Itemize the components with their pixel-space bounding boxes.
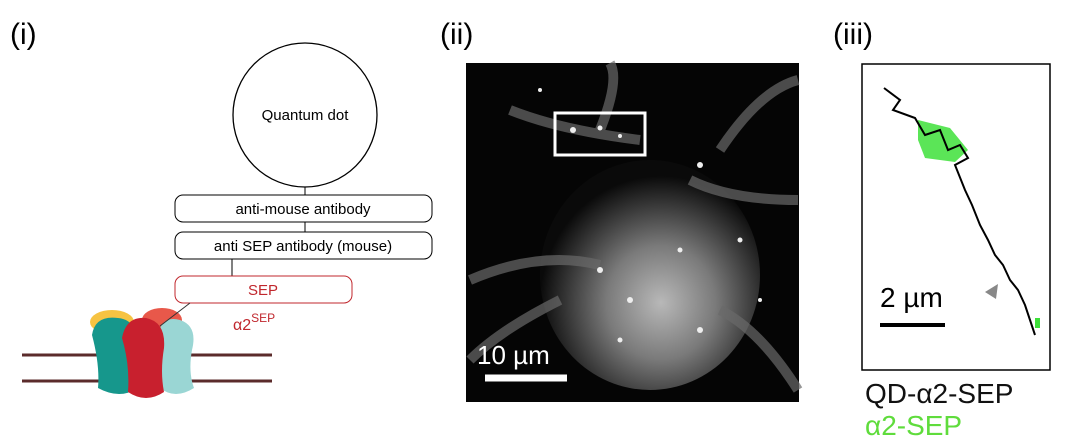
legend-entry: α2-SEP	[865, 410, 962, 439]
box-label: anti-mouse antibody	[235, 201, 371, 218]
panel-label: (iii)	[833, 18, 873, 51]
construct-diagram: Quantum dot anti-mouse antibody anti SEP…	[22, 43, 432, 398]
box-label: anti SEP antibody (mouse)	[214, 238, 392, 255]
subunit	[122, 318, 164, 398]
scale-bar-label: 2 µm	[880, 282, 943, 313]
panel-label: (i)	[10, 18, 37, 51]
receptor-tag: SEP	[251, 311, 275, 325]
fluorescence	[1035, 318, 1040, 328]
subunit	[158, 319, 194, 394]
trajectory-panel: 2 µm QD-α2-SEP α2-SEP	[862, 64, 1050, 439]
scale-bar-label: 10 µm	[477, 340, 550, 370]
figure: (i) (ii) (iii) Quantum dot anti-mouse an…	[0, 0, 1067, 439]
micrograph: 10 µm	[466, 63, 799, 402]
receptor-label: α2SEP	[233, 311, 275, 334]
quantum-dot-label: Quantum dot	[262, 107, 350, 124]
receptor-name: α2	[233, 317, 251, 334]
legend-entry: QD-α2-SEP	[865, 378, 1013, 409]
box-label: SEP	[248, 282, 278, 299]
panel-label: (ii)	[440, 18, 473, 51]
